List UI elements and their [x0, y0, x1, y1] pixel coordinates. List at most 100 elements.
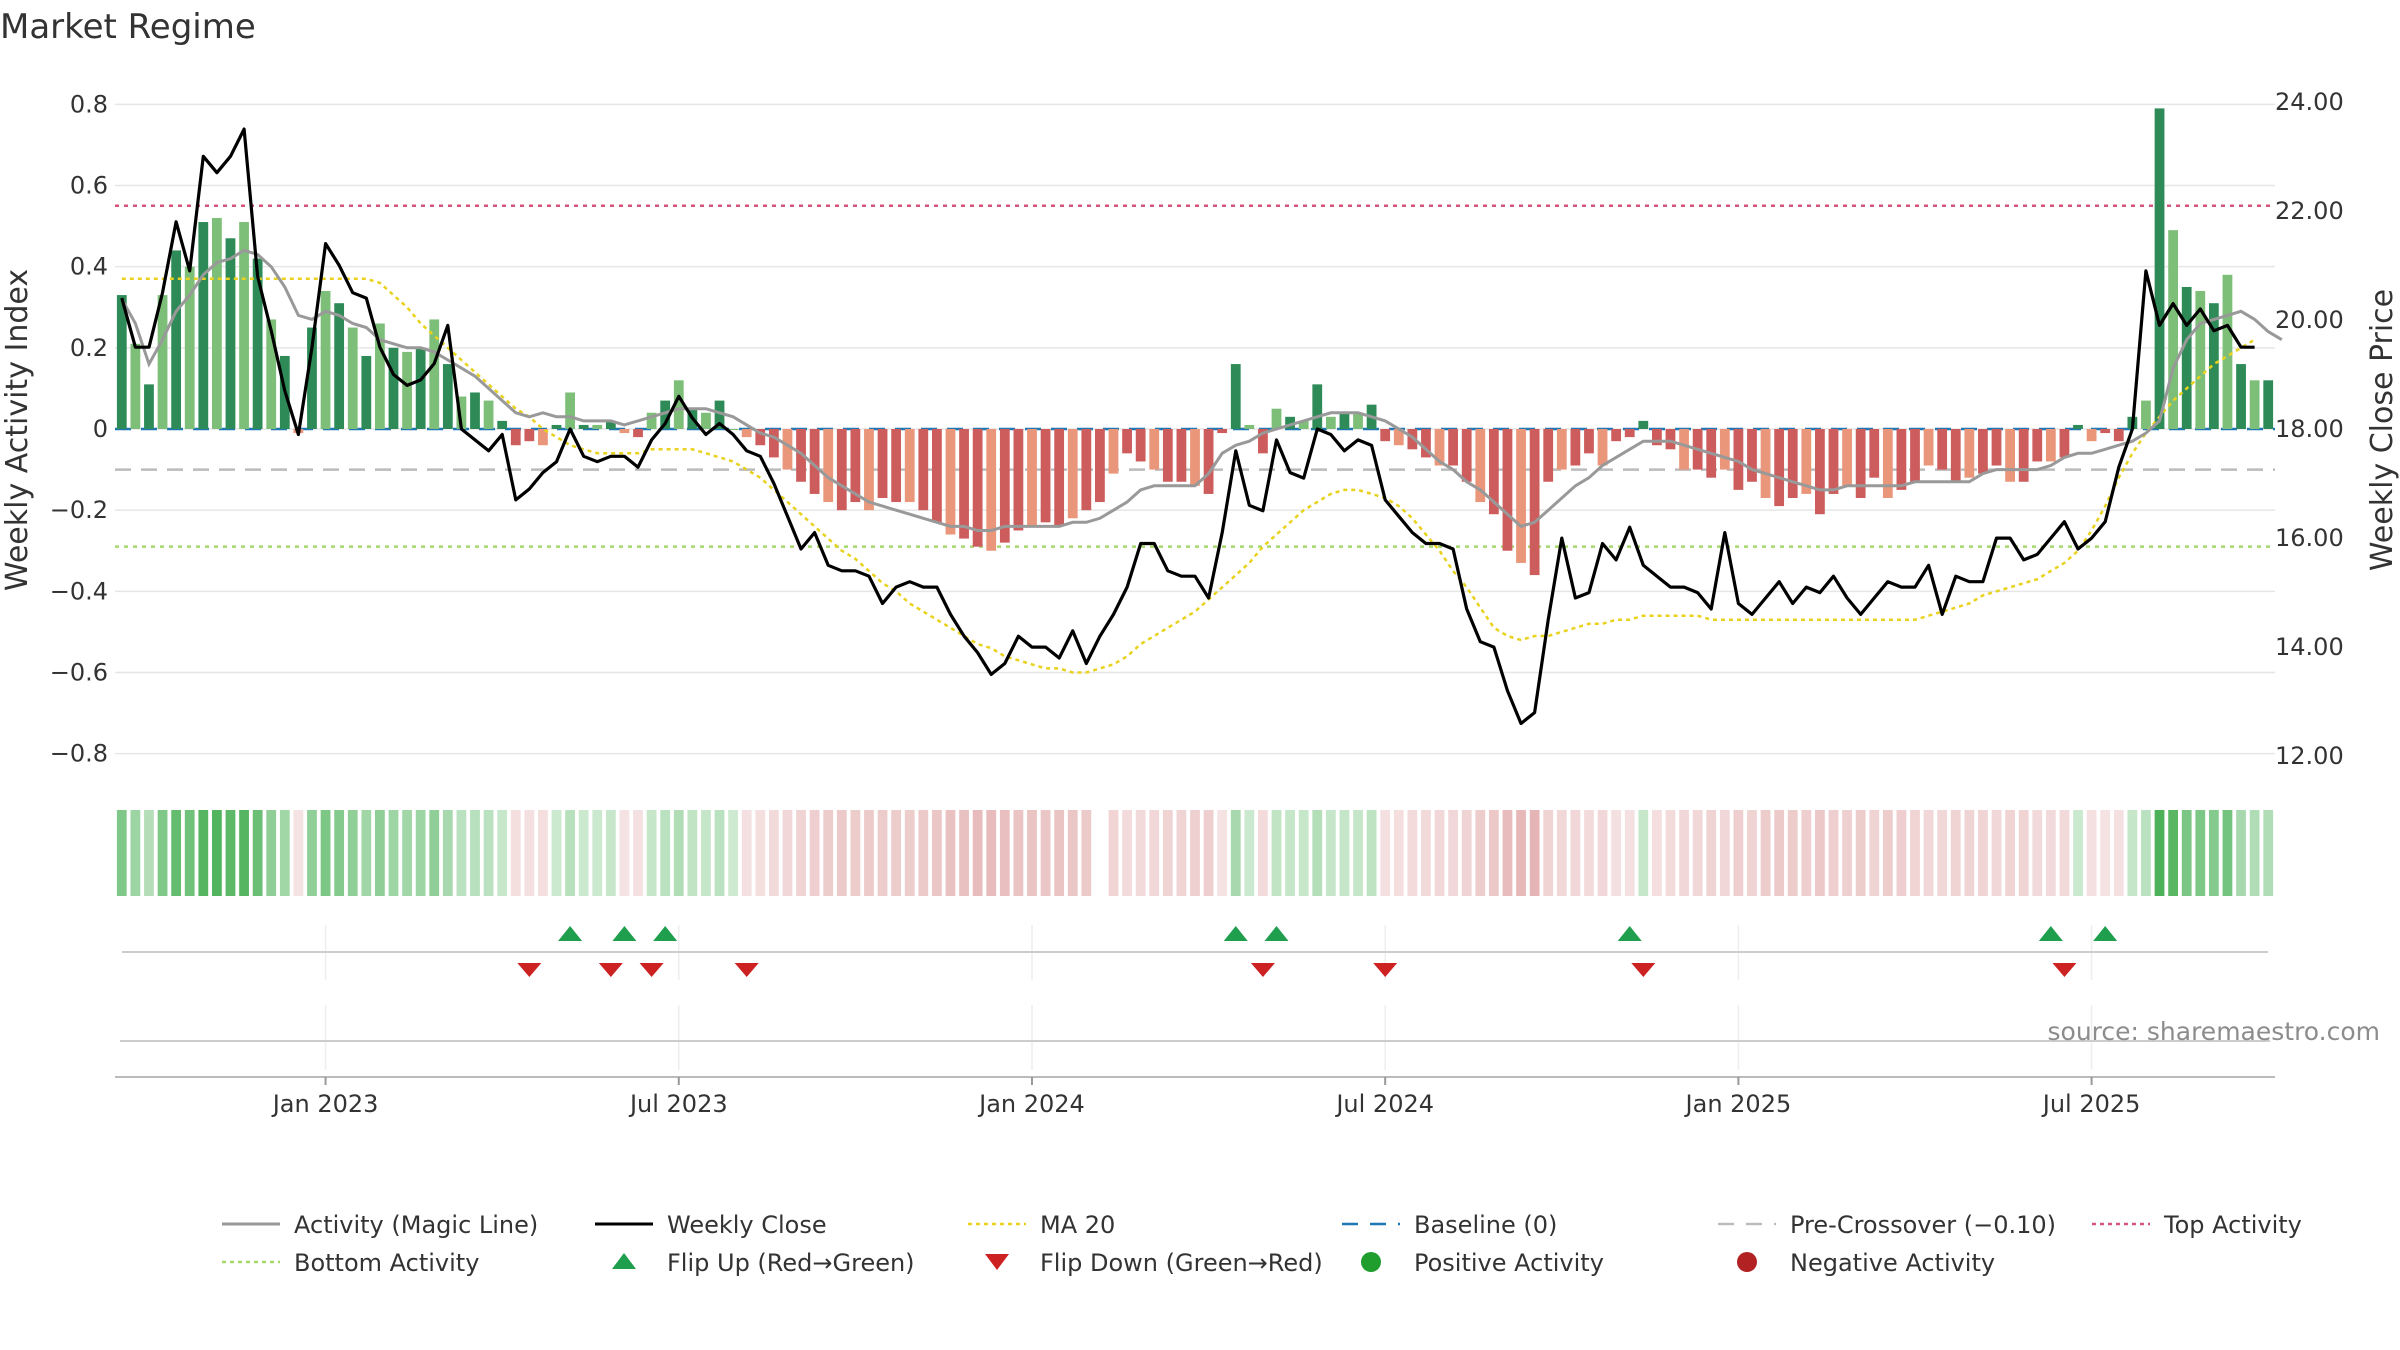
strip-cell: [864, 810, 874, 896]
legend-label: Negative Activity: [1790, 1249, 1995, 1277]
activity-bar: [2168, 230, 2179, 429]
strip-cell: [701, 810, 711, 896]
strip-cell: [877, 810, 888, 896]
activity-bar: [456, 396, 467, 429]
activity-bar: [2141, 400, 2151, 429]
activity-bar: [2018, 429, 2029, 482]
strip-cell: [1122, 810, 1132, 896]
left-tick-label: 0.6: [70, 172, 108, 200]
activity-bar: [2032, 429, 2043, 462]
legend-item: Pre-Crossover (−0.10): [1718, 1211, 2056, 1239]
strip-cell: [999, 810, 1010, 896]
right-tick-label: 24.00: [2275, 88, 2344, 116]
activity-bar: [918, 429, 929, 511]
strip-cell: [1991, 810, 2002, 896]
activity-bar: [1910, 429, 1920, 482]
activity-bar: [1937, 429, 1948, 470]
strip-cell: [293, 810, 304, 896]
strip-cell: [2263, 810, 2274, 896]
activity-bar: [1312, 384, 1323, 429]
activity-bar: [1393, 429, 1404, 446]
legend-item: Flip Down (Green→Red): [985, 1249, 1323, 1277]
flip-down-marker: [639, 963, 664, 977]
strip-cell: [1421, 810, 1431, 896]
legend-item: MA 20: [968, 1211, 1115, 1239]
activity-bar: [2113, 429, 2124, 442]
strip-cell: [1747, 810, 1757, 896]
strip-cell: [497, 810, 508, 896]
strip-cell: [483, 810, 494, 896]
activity-bar: [497, 420, 508, 429]
x-tick-label: Jan 2024: [977, 1090, 1085, 1118]
right-axis-title: Weekly Close Price: [2365, 289, 2400, 571]
flip-up-marker: [653, 926, 678, 941]
legend-swatch: [612, 1253, 636, 1269]
activity-bar: [904, 429, 915, 503]
activity-bar: [1176, 429, 1187, 482]
activity-bar: [1067, 429, 1078, 519]
activity-bar: [1298, 420, 1309, 429]
strip-cell: [375, 810, 385, 896]
flip-up-marker: [2093, 926, 2118, 941]
strip-cell: [1190, 810, 1200, 896]
strip-cell: [1353, 810, 1363, 896]
strip-cell: [1230, 810, 1241, 896]
activity-bar: [470, 392, 480, 429]
activity-bars: [116, 108, 2274, 576]
strip-cell: [1896, 810, 1907, 896]
legend-swatch: [1361, 1252, 1381, 1272]
strip-cell: [2100, 810, 2111, 896]
strip-cell: [1040, 810, 1051, 896]
activity-bar: [1217, 429, 1228, 434]
strip-cell: [1244, 810, 1255, 896]
strip-cell: [1570, 810, 1581, 896]
strip-cell: [646, 810, 657, 896]
strip-cell: [931, 810, 942, 896]
strip-cell: [1434, 810, 1445, 896]
activity-bar: [2222, 274, 2233, 429]
activity-bar: [2059, 429, 2070, 458]
strip-cell: [741, 810, 752, 896]
activity-bar: [402, 351, 412, 429]
strip-cell: [714, 810, 725, 896]
activity-bar: [2249, 380, 2260, 429]
strip-cell: [1176, 810, 1187, 896]
x-tick-label: Jan 2025: [1684, 1090, 1792, 1118]
flip-markers: [120, 926, 2270, 1042]
activity-bar: [1991, 429, 2002, 466]
strip-cell: [1475, 810, 1486, 896]
activity-bar: [334, 303, 345, 429]
activity-bar: [1855, 429, 1866, 498]
activity-bar: [796, 429, 806, 482]
activity-bar: [1258, 429, 1268, 454]
strip-cell: [1869, 810, 1880, 896]
strip-cell: [1027, 810, 1037, 896]
strip-cell: [2086, 810, 2097, 896]
activity-bar: [728, 429, 739, 430]
strip-cell: [347, 810, 358, 896]
activity-bar: [592, 424, 603, 429]
strip-cell: [1339, 810, 1350, 896]
strip-cell: [2141, 810, 2151, 896]
activity-bar: [1285, 416, 1295, 429]
activity-bar: [2181, 286, 2192, 429]
weekly-close-line: [120, 127, 2255, 726]
strip-cell: [565, 810, 575, 896]
activity-bar: [1665, 429, 1676, 450]
strip-cell: [1937, 810, 1948, 896]
activity-bar: [1570, 429, 1581, 466]
legend-item: Weekly Close: [595, 1211, 827, 1239]
activity-bar: [2236, 364, 2246, 429]
legend-label: Weekly Close: [667, 1211, 827, 1239]
left-tick-label: −0.6: [50, 658, 108, 686]
strip-cell: [1611, 810, 1622, 896]
strip-cell: [986, 810, 997, 896]
activity-bar: [1135, 429, 1146, 462]
strip-cell: [171, 810, 182, 896]
strip-cell: [1556, 810, 1567, 896]
strip-cell: [1787, 810, 1798, 896]
right-tick-label: 18.00: [2275, 415, 2344, 443]
strip-cell: [823, 810, 834, 896]
strip-cell: [904, 810, 915, 896]
legend-label: Top Activity: [2163, 1211, 2302, 1239]
